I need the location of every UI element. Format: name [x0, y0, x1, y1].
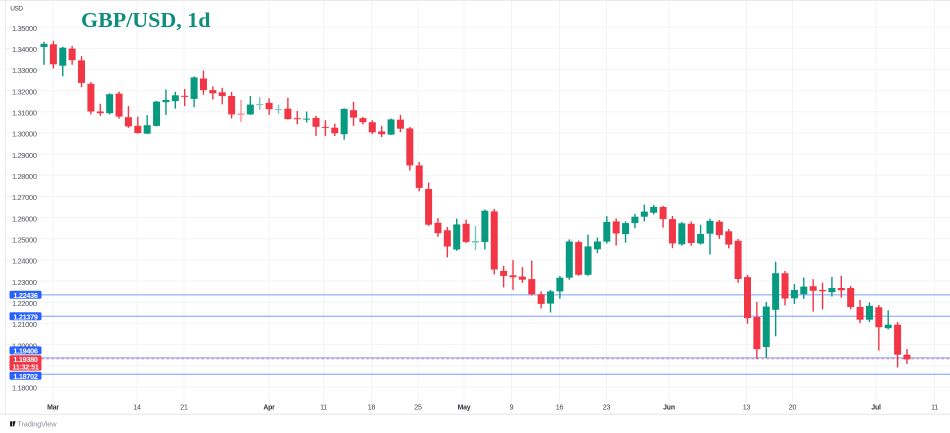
svg-text:11: 11 — [931, 404, 938, 411]
svg-text:1.34000: 1.34000 — [12, 45, 37, 54]
svg-text:May: May — [458, 404, 471, 411]
svg-text:13: 13 — [743, 404, 751, 411]
svg-text:1.31000: 1.31000 — [12, 109, 37, 118]
svg-text:9: 9 — [510, 404, 514, 411]
svg-text:1.19406: 1.19406 — [13, 346, 37, 355]
svg-text:1.29000: 1.29000 — [12, 151, 37, 160]
svg-text:1.21000: 1.21000 — [12, 320, 37, 329]
svg-text:1.18000: 1.18000 — [12, 384, 37, 393]
svg-text:1.20000: 1.20000 — [12, 341, 37, 350]
svg-text:1.28000: 1.28000 — [12, 172, 37, 181]
svg-text:Jul: Jul — [871, 404, 881, 411]
svg-text:TradingView: TradingView — [17, 419, 57, 428]
svg-text:1.26000: 1.26000 — [12, 214, 37, 223]
svg-text:USD: USD — [10, 6, 23, 13]
svg-text:1.22000: 1.22000 — [12, 299, 37, 308]
svg-text:25: 25 — [414, 404, 422, 411]
svg-text:1.23000: 1.23000 — [12, 278, 37, 287]
svg-text:14: 14 — [133, 404, 141, 411]
svg-text:1.22436: 1.22436 — [13, 291, 37, 300]
svg-text:1.24000: 1.24000 — [12, 257, 37, 266]
svg-text:21: 21 — [180, 404, 188, 411]
svg-text:1.30000: 1.30000 — [12, 130, 37, 139]
svg-text:23: 23 — [603, 404, 611, 411]
svg-text:Apr: Apr — [263, 404, 275, 411]
svg-text:Jun: Jun — [663, 404, 675, 411]
svg-text:Mar: Mar — [47, 404, 59, 411]
svg-text:1.18702: 1.18702 — [13, 372, 37, 381]
svg-text:1.35000: 1.35000 — [12, 24, 37, 33]
svg-text:16: 16 — [556, 404, 564, 411]
svg-text:1.27000: 1.27000 — [12, 193, 37, 202]
svg-text:1.19380: 1.19380 — [13, 355, 37, 364]
svg-text:11: 11 — [320, 404, 327, 411]
svg-text:11:32:51: 11:32:51 — [12, 363, 39, 372]
svg-text:1.33000: 1.33000 — [12, 66, 37, 75]
svg-text:1.25000: 1.25000 — [12, 236, 37, 245]
svg-text:GBP/USD, 1d: GBP/USD, 1d — [81, 8, 211, 32]
svg-text:1.21379: 1.21379 — [13, 312, 37, 321]
svg-text:18: 18 — [368, 404, 376, 411]
svg-text:20: 20 — [789, 404, 797, 411]
svg-text:1.32000: 1.32000 — [12, 87, 37, 96]
